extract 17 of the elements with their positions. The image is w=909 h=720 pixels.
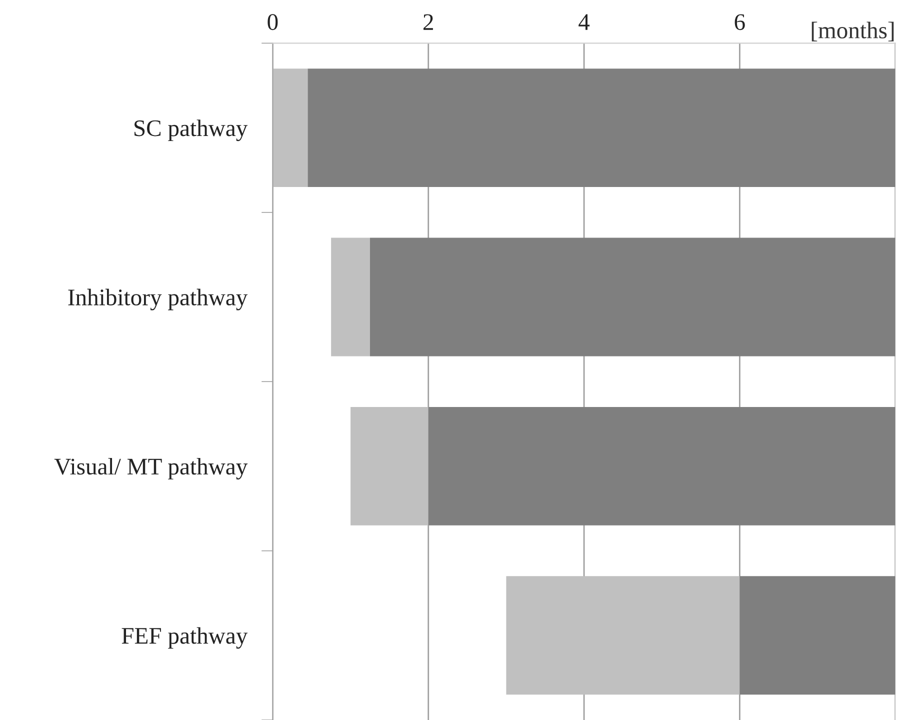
x-axis-title: [months]	[812, 22, 894, 42]
x-tick-label: 4	[578, 14, 590, 30]
bar	[740, 576, 896, 695]
bar	[506, 576, 740, 695]
bar	[272, 68, 308, 188]
x-tick-label: 2	[424, 14, 433, 30]
bar	[331, 238, 370, 356]
y-tick-label: SC pathway	[134, 120, 248, 142]
y-tick-label: FEF pathway	[122, 627, 248, 649]
bar	[308, 68, 896, 188]
y-tick-label: Visual/ MT pathway	[54, 458, 248, 480]
y-tick-label: Inhibitory pathway	[68, 288, 248, 310]
bar	[428, 406, 896, 526]
x-tick-label: 6	[734, 14, 745, 30]
bar	[370, 238, 896, 356]
bar	[350, 406, 428, 526]
x-tick-label: 0	[268, 14, 278, 30]
